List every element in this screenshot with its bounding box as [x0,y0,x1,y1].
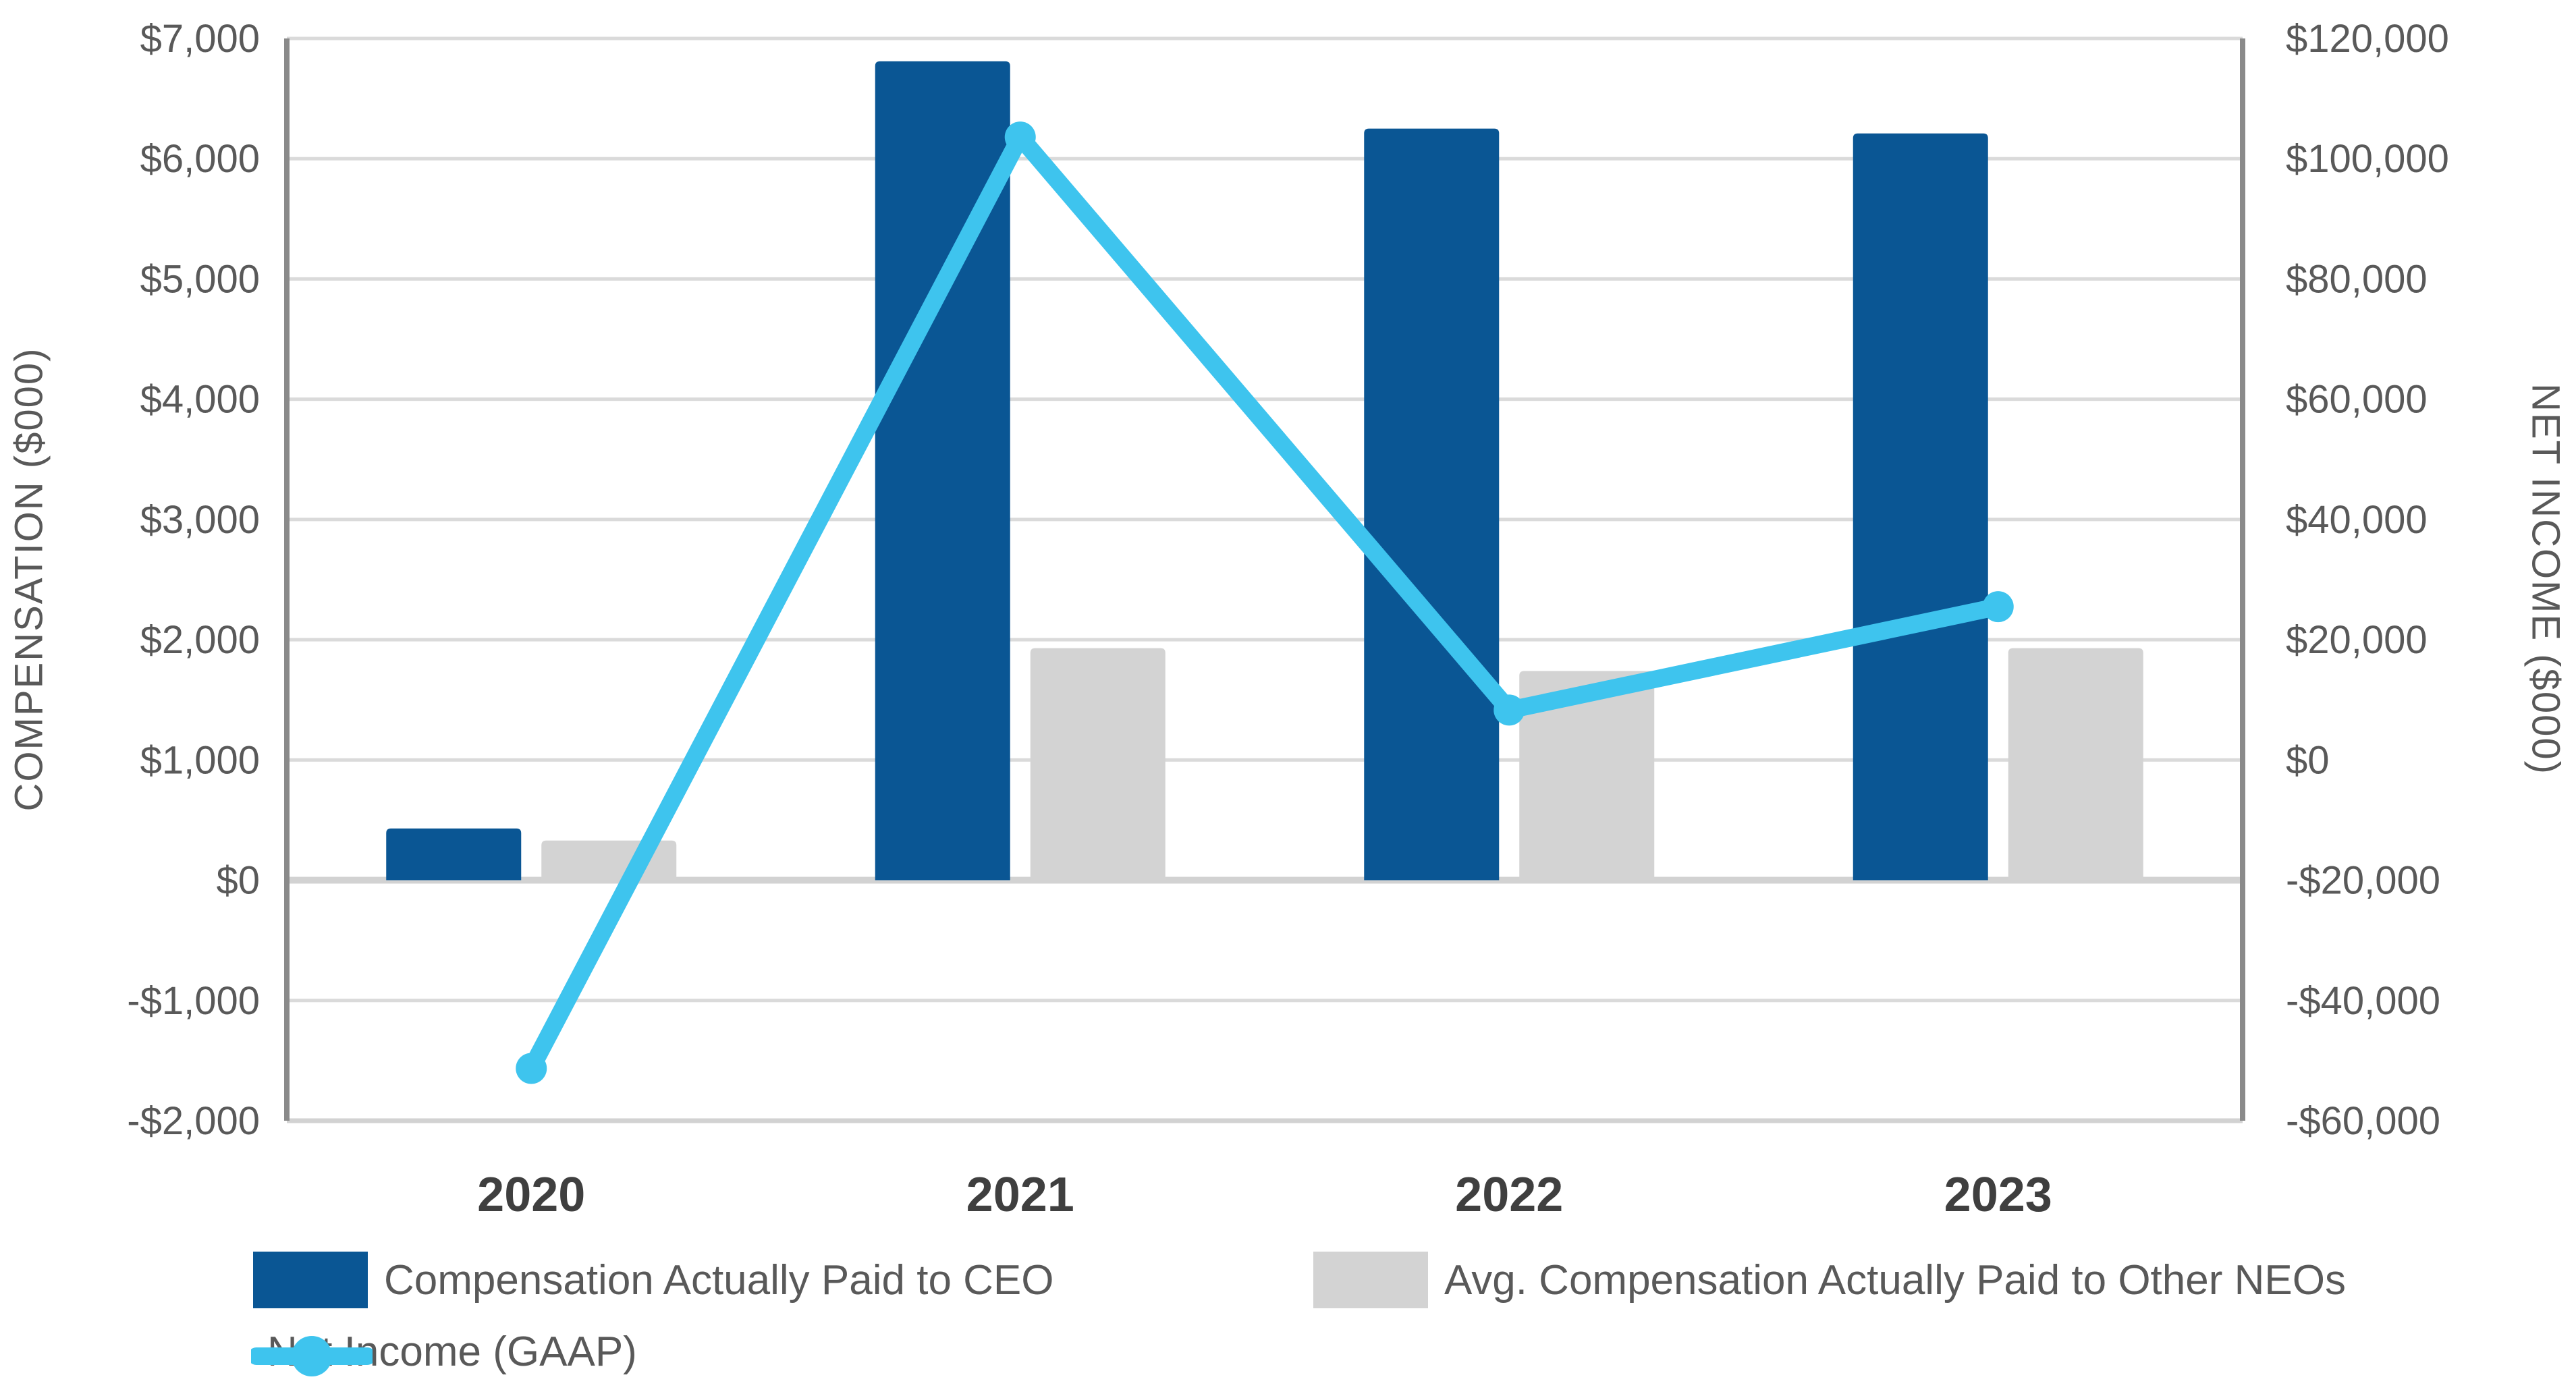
neo-bar-2022 [1519,671,1655,881]
left-axis-line [284,38,290,1121]
left-axis-tick-label: $2,000 [140,618,260,662]
net-income-marker-2023 [1982,591,2014,623]
legend-label-ceo: Compensation Actually Paid to CEO [384,1256,1054,1304]
right-axis-tick-label: $60,000 [2286,378,2428,422]
gridline [287,1118,2243,1123]
neo-bar-2021 [1030,648,1166,881]
neo-bar-2023 [2008,648,2143,881]
right-axis-tick-label: $20,000 [2286,618,2428,662]
net-income-line [522,128,2007,1078]
category-label-2022: 2022 [1455,1168,1563,1222]
gridline [287,758,2243,762]
left-axis-tick-label: $1,000 [140,738,260,782]
left-axis-tick-label: $4,000 [140,378,260,422]
left-axis-tick-label: $7,000 [140,17,260,61]
legend-label-neo: Avg. Compensation Actually Paid to Other… [1444,1256,2346,1304]
left-axis-tick-label: -$2,000 [127,1099,260,1143]
left-axis-tick-label: $5,000 [140,257,260,301]
right-axis-tick-label: $80,000 [2286,257,2428,301]
legend-line-marker [292,1336,332,1376]
gridline [287,157,2243,161]
gridline [287,277,2243,281]
right-axis-tick-label: $40,000 [2286,498,2428,542]
gridline [287,36,2243,40]
zero-gridline [287,876,2243,884]
right-axis-tick-label: $0 [2286,738,2330,782]
ceo-bar-2020 [386,828,522,881]
ceo-bar-2021 [875,61,1010,881]
right-axis-line [2240,38,2245,1121]
gridline [287,518,2243,522]
legend-swatch-neo-bar [1313,1252,1428,1308]
left-axis-title: COMPENSATION ($000) [7,347,51,812]
legend-swatch-ceo-bar [253,1252,368,1308]
ceo-bar-2023 [1853,133,1988,881]
gridline [287,397,2243,401]
legend-swatch-net-income-line [251,1336,373,1376]
right-axis-tick-label: -$60,000 [2286,1099,2440,1143]
category-label-2023: 2023 [1944,1168,2052,1222]
legend-item-ceo: Compensation Actually Paid to CEO [253,1252,1054,1308]
left-axis-tick-label: $6,000 [140,137,260,181]
net-income-marker-2022 [1493,694,1525,726]
legend-item-neo: Avg. Compensation Actually Paid to Other… [1313,1252,2346,1308]
left-axis-tick-label: -$1,000 [127,979,260,1023]
legend-item-net-income: Net Income (GAAP) [251,1328,637,1376]
ceo-bar-2022 [1364,128,1500,881]
right-axis-tick-label: $120,000 [2286,17,2449,61]
left-axis-tick-label: $0 [216,859,260,903]
gridline [287,638,2243,642]
left-axis-tick-label: $3,000 [140,498,260,542]
right-axis-tick-label: -$40,000 [2286,979,2440,1023]
net-income-marker-2021 [1004,121,1036,153]
right-axis-tick-label: $100,000 [2286,137,2449,181]
category-label-2021: 2021 [966,1168,1074,1222]
category-label-2020: 2020 [477,1168,585,1222]
gridline [287,999,2243,1003]
right-axis-title: NET INCOME ($000) [2523,383,2568,775]
net-income-marker-2020 [516,1053,547,1084]
right-axis-tick-label: -$20,000 [2286,859,2440,903]
